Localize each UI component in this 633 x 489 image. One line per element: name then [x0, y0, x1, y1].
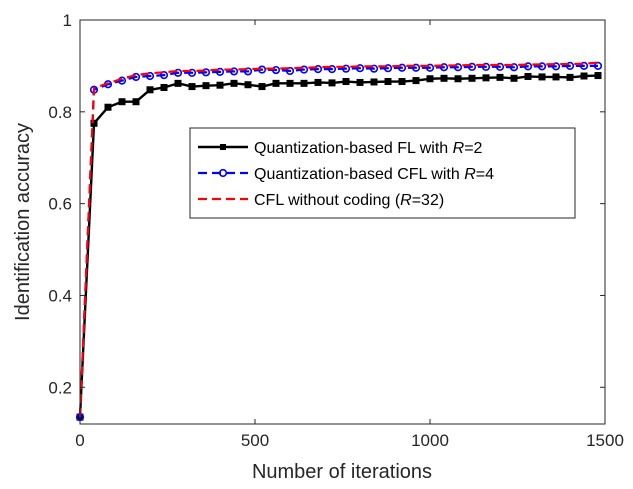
- series-1-point: [412, 77, 420, 85]
- legend-label-3: CFL without coding (R=32): [254, 192, 444, 209]
- series-1-point: [510, 74, 518, 82]
- y-tick-label: 1: [63, 11, 72, 30]
- x-axis-label: Number of iterations: [252, 461, 432, 483]
- series-1-point: [328, 79, 336, 87]
- y-tick-label: 0.8: [48, 103, 72, 122]
- series-1-point: [398, 78, 406, 86]
- series-2-point: [579, 61, 589, 71]
- series-layer: [75, 61, 603, 422]
- series-1-point: [286, 79, 294, 87]
- series-2-point: [355, 64, 365, 73]
- series-1-point: [230, 79, 238, 87]
- series-2-point: [243, 67, 253, 76]
- series-2-point: [145, 71, 155, 81]
- series-1-point: [566, 73, 574, 81]
- series-2-point: [411, 63, 421, 72]
- series-2-point: [439, 63, 449, 72]
- series-2-point: [425, 63, 435, 72]
- series-2-point: [299, 65, 309, 74]
- series-1-point: [244, 81, 252, 89]
- series-1-point: [356, 78, 364, 86]
- series-2-point: [201, 68, 211, 77]
- series-1-point: [300, 79, 308, 87]
- series-line-2: [78, 64, 598, 418]
- legend-label-2: Quantization-based CFL with R=4: [254, 166, 494, 183]
- series-1-point: [468, 74, 476, 82]
- legend-marker-circle: [218, 168, 228, 178]
- series-1-point: [160, 83, 168, 91]
- series-2-point: [229, 67, 239, 76]
- series-1-point: [272, 79, 280, 87]
- axes-layer: 0 500 1000 1500 0.2 0.4 0.6 0.8 1: [48, 11, 624, 450]
- series-2-point: [565, 61, 575, 71]
- series-1-point: [146, 86, 154, 94]
- series-2-point: [537, 62, 547, 71]
- series-1-point: [552, 73, 560, 81]
- series-1-point: [118, 98, 126, 106]
- series-1-point: [580, 72, 588, 80]
- series-2-point: [593, 61, 603, 71]
- series-2-point: [481, 62, 491, 71]
- series-1-point: [90, 119, 98, 127]
- series-1-point: [202, 82, 210, 90]
- legend-label-1: Quantization-based FL with R=2: [254, 140, 483, 157]
- series-2-point: [285, 66, 295, 76]
- legend-box: [189, 127, 576, 219]
- series-2-point: [313, 65, 323, 74]
- series-2-point: [551, 62, 561, 71]
- series-1-point: [594, 72, 602, 80]
- series-2-point: [383, 64, 393, 73]
- y-tick-label: 0.4: [48, 286, 72, 305]
- series-1-point: [482, 74, 490, 82]
- x-tick-label: 1500: [586, 431, 624, 450]
- axes-box: [79, 19, 606, 425]
- series-1-point: [258, 83, 266, 91]
- series-1-point: [132, 98, 140, 106]
- y-tick-label: 0.6: [48, 195, 72, 214]
- series-1-point: [440, 74, 448, 82]
- series-2-point: [215, 67, 225, 76]
- series-1-point: [216, 81, 224, 89]
- series-1-point: [188, 83, 196, 91]
- series-2-point: [327, 65, 337, 74]
- series-2-point: [369, 64, 379, 73]
- series-1-point: [314, 78, 322, 86]
- series-2-point: [271, 65, 281, 75]
- series-1-point: [370, 78, 378, 86]
- legend: Quantization-based FL with R=2 Quantizati…: [189, 127, 576, 219]
- series-1-point: [174, 79, 182, 87]
- series-2-point: [187, 68, 197, 77]
- x-tick-label: 0: [75, 431, 84, 450]
- series-1-point: [538, 73, 546, 81]
- series-2-point: [467, 62, 477, 71]
- series-2-point: [509, 63, 519, 72]
- series-1-point: [426, 75, 434, 83]
- series-1-point: [454, 75, 462, 83]
- series-2-point: [397, 63, 407, 72]
- series-1-point: [384, 78, 392, 86]
- legend-marker-square: [220, 144, 226, 150]
- series-2-point: [159, 70, 169, 80]
- series-2-point: [341, 64, 351, 73]
- series-2-point: [453, 63, 463, 72]
- y-axis-label: Identification accuracy: [12, 123, 34, 321]
- x-tick-label: 500: [241, 431, 269, 450]
- series-1-point: [104, 103, 112, 111]
- series-1-point: [342, 78, 350, 86]
- series-1-point: [496, 73, 504, 81]
- series-2-point: [523, 62, 533, 71]
- series-2-point: [495, 62, 505, 71]
- x-tick-label: 1000: [411, 431, 449, 450]
- series-2-point: [173, 68, 183, 77]
- series-line-3: [78, 61, 599, 418]
- series-1-point: [524, 72, 532, 80]
- y-tick-label: 0.2: [48, 378, 72, 397]
